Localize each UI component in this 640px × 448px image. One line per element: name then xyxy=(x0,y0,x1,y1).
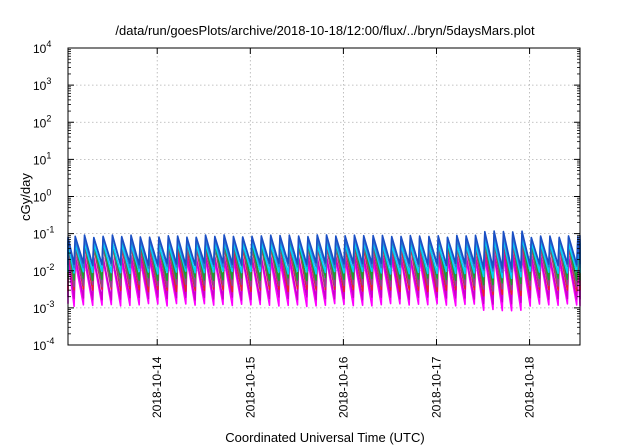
y-tick-label: 104 xyxy=(33,39,51,56)
y-tick-label: 100 xyxy=(33,188,51,205)
x-tick-label: 2018-10-17 xyxy=(429,356,443,418)
x-tick-label: 2018-10-14 xyxy=(150,356,164,418)
y-tick-label: 103 xyxy=(33,76,51,93)
y-tick-label: 10-4 xyxy=(33,336,54,353)
y-tick-label: 102 xyxy=(33,113,51,130)
x-tick-label: 2018-10-15 xyxy=(243,356,257,418)
y-tick-label: 10-3 xyxy=(33,299,54,316)
x-tick-label: 2018-10-18 xyxy=(523,356,537,418)
tick-marks xyxy=(68,47,580,346)
y-tick-label: 101 xyxy=(33,150,51,167)
y-tick-label: 10-1 xyxy=(33,225,54,242)
y-tick-label: 10-2 xyxy=(33,262,54,279)
x-tick-label: 2018-10-16 xyxy=(336,356,350,418)
series-lines xyxy=(67,230,581,312)
y-axis-label: cGy/day xyxy=(18,173,33,221)
x-tick-labels: 2018-10-14 2018-10-15 2018-10-16 2018-10-17… xyxy=(150,356,536,418)
y-tick-labels: 10-4 10-3 10-2 10-1 100 101 102 103 104 xyxy=(33,39,54,353)
chart-title: /data/run/goesPlots/archive/2018-10-18/1… xyxy=(115,23,535,38)
x-axis-label: Coordinated Universal Time (UTC) xyxy=(225,430,424,445)
series-line xyxy=(67,230,581,270)
